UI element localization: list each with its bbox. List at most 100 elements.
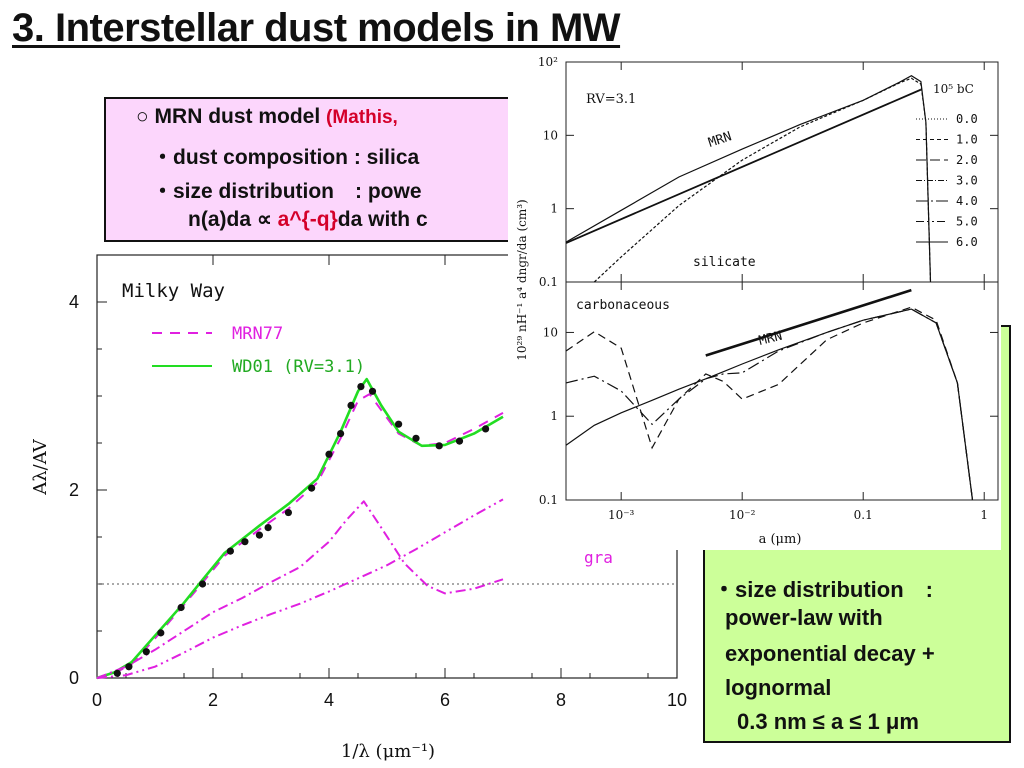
- size-legend-label: 3.0: [956, 174, 978, 188]
- ext-chart-title: Milky Way: [122, 280, 225, 302]
- size-legend-label: 6.0: [956, 235, 978, 249]
- ext-y-axis-label: Aλ/AV: [30, 438, 51, 496]
- ext-data-point: [284, 508, 292, 517]
- size-y-tick-label: 10: [543, 128, 558, 142]
- ext-series-line-0: [96, 393, 504, 679]
- mrn-reference-line-0: [565, 88, 922, 244]
- ext-data-point: [435, 442, 443, 450]
- ext-tick-labels: 0 2 4 6 8 10 0 2 4: [69, 292, 687, 710]
- ext-data-point: [198, 580, 207, 588]
- ext-data-point: [368, 387, 377, 395]
- ext-axis-ticks: [96, 255, 678, 679]
- ext-data-point: [412, 434, 420, 442]
- ext-data-point: [264, 524, 272, 532]
- size-x-tick-label: 1: [980, 508, 988, 522]
- ext-data-point: [125, 663, 133, 671]
- size-y-tick-label: 0.1: [539, 275, 558, 289]
- size-legend-label: 4.0: [956, 194, 978, 208]
- size-legend-label: 1.0: [956, 133, 978, 147]
- ext-data-point: [308, 484, 316, 492]
- mrn-reference-line-1: [705, 288, 912, 357]
- mrn-formula-a: n(a)da ∝: [188, 208, 278, 231]
- size-y-tick-label: 1: [550, 409, 558, 423]
- ext-data-point: [482, 425, 490, 433]
- ext-series-line-2: [96, 500, 504, 679]
- ext-data-point: [255, 531, 263, 539]
- size-distribution-chart: 10⁻³ 10⁻² 0.1 1 0.1 1 10 10² 0.1 1 10 RV=3.1 silic…: [508, 55, 1001, 550]
- ext-data-point: [226, 547, 234, 555]
- ext-y-tick-label: 0: [69, 668, 79, 688]
- ext-data-point: [325, 450, 333, 458]
- size-curve-0-1: [565, 75, 932, 283]
- size-axis-ticks: [566, 61, 998, 501]
- legend-label-wd01: WD01 (RV=3.1): [232, 357, 365, 377]
- ext-data-point: [357, 383, 365, 391]
- size-y-tick-label: 0.1: [539, 493, 558, 507]
- ext-y-tick-label: 2: [69, 480, 79, 500]
- wd-powerlaw: power-law with: [725, 605, 883, 630]
- mrn-formula-b: da with c: [337, 208, 428, 231]
- ext-x-tick-label: 8: [556, 690, 566, 710]
- ext-data-point: [142, 648, 150, 656]
- carbonaceous-panel-frame: [565, 281, 999, 501]
- ext-observed-points: [113, 383, 490, 677]
- mrn-heading-text: MRN dust model: [154, 105, 321, 128]
- wd-lognormal: lognormal: [725, 675, 832, 700]
- mrn-heading: ○ MRN dust model (Mathis,: [136, 105, 398, 129]
- size-y-axis-label: 10²⁹ nH⁻¹ a⁴ dngr/da (cm³): [515, 199, 529, 360]
- size-x-tick-label: 10⁻²: [729, 508, 756, 522]
- slide-title: 3. Interstellar dust models in MW: [12, 6, 621, 50]
- ext-y-tick-label: 4: [69, 292, 79, 312]
- ext-x-tick-label: 10: [667, 690, 687, 710]
- size-curve-1-1: [565, 308, 974, 501]
- ext-data-point: [241, 538, 249, 546]
- carbonaceous-panel-label: carbonaceous: [576, 298, 670, 313]
- mrn-composition: ・dust composition : silica: [152, 146, 420, 169]
- size-y-tick-label: 10²: [538, 55, 558, 69]
- ext-data-point: [177, 603, 185, 612]
- circle-bullet-icon: ○: [136, 105, 149, 128]
- mrn-formula-exponent: a^{-q}: [277, 208, 338, 231]
- size-legend-label: 0.0: [956, 112, 978, 126]
- mrn-size-distribution: ・size distribution : powe: [152, 180, 422, 203]
- size-legend-label: 5.0: [956, 215, 978, 229]
- size-y-tick-label: 10: [543, 325, 558, 339]
- legend-title: 10⁵ bC: [933, 82, 974, 96]
- ext-x-tick-label: 2: [208, 690, 218, 710]
- wd-size-distribution: ・size distribution :: [713, 577, 934, 602]
- silicate-mrn-label: MRN: [707, 129, 734, 151]
- ext-data-point: [157, 629, 165, 637]
- ext-series-group: [96, 377, 504, 680]
- size-y-tick-label: 1: [550, 202, 558, 216]
- ext-data-point: [455, 437, 464, 445]
- ext-series-line-1: [96, 377, 504, 680]
- size-x-axis-label: a (μm): [759, 532, 802, 547]
- size-x-tick-label: 10⁻³: [608, 508, 635, 522]
- size-curve-1-2: [565, 306, 974, 501]
- ext-x-tick-label: 6: [440, 690, 450, 710]
- wd-exp-decay: exponential decay +: [725, 641, 935, 666]
- ext-x-tick-label: 4: [324, 690, 334, 710]
- annotation-gra: gra: [584, 548, 613, 567]
- mrn-reference: (Mathis,: [326, 107, 398, 128]
- size-chart-background: [508, 55, 1001, 550]
- size-series-group: [565, 75, 974, 501]
- size-legend-label: 2.0: [956, 153, 978, 167]
- ext-data-point: [395, 420, 403, 428]
- wd-size-range: 0.3 nm ≤ a ≤ 1 μm: [737, 709, 919, 734]
- mrn-formula: n(a)da ∝ a^{-q}da with c: [188, 207, 428, 232]
- ext-series-line-3: [96, 498, 504, 679]
- silicate-rv-annotation: RV=3.1: [586, 92, 636, 107]
- silicate-panel-label: silicate: [693, 255, 756, 270]
- ext-data-point: [347, 401, 355, 409]
- ext-data-point: [113, 669, 121, 677]
- size-legend: 0.0 1.0 2.0 3.0 4.0 5.0 6.0: [916, 112, 978, 249]
- legend-label-mrn77: MRN77: [232, 324, 283, 344]
- size-x-tick-label: 0.1: [854, 508, 873, 522]
- size-tick-labels: 10⁻³ 10⁻² 0.1 1 0.1 1 10 10² 0.1 1 10: [538, 55, 988, 522]
- ext-x-axis-label: 1/λ (μm⁻¹): [341, 741, 435, 762]
- ext-data-point: [337, 430, 345, 438]
- ext-x-tick-label: 0: [92, 690, 102, 710]
- mrn-model-box: ○ MRN dust model (Mathis, ・dust composit…: [104, 97, 574, 242]
- carbonaceous-mrn-label: MRN: [757, 329, 783, 349]
